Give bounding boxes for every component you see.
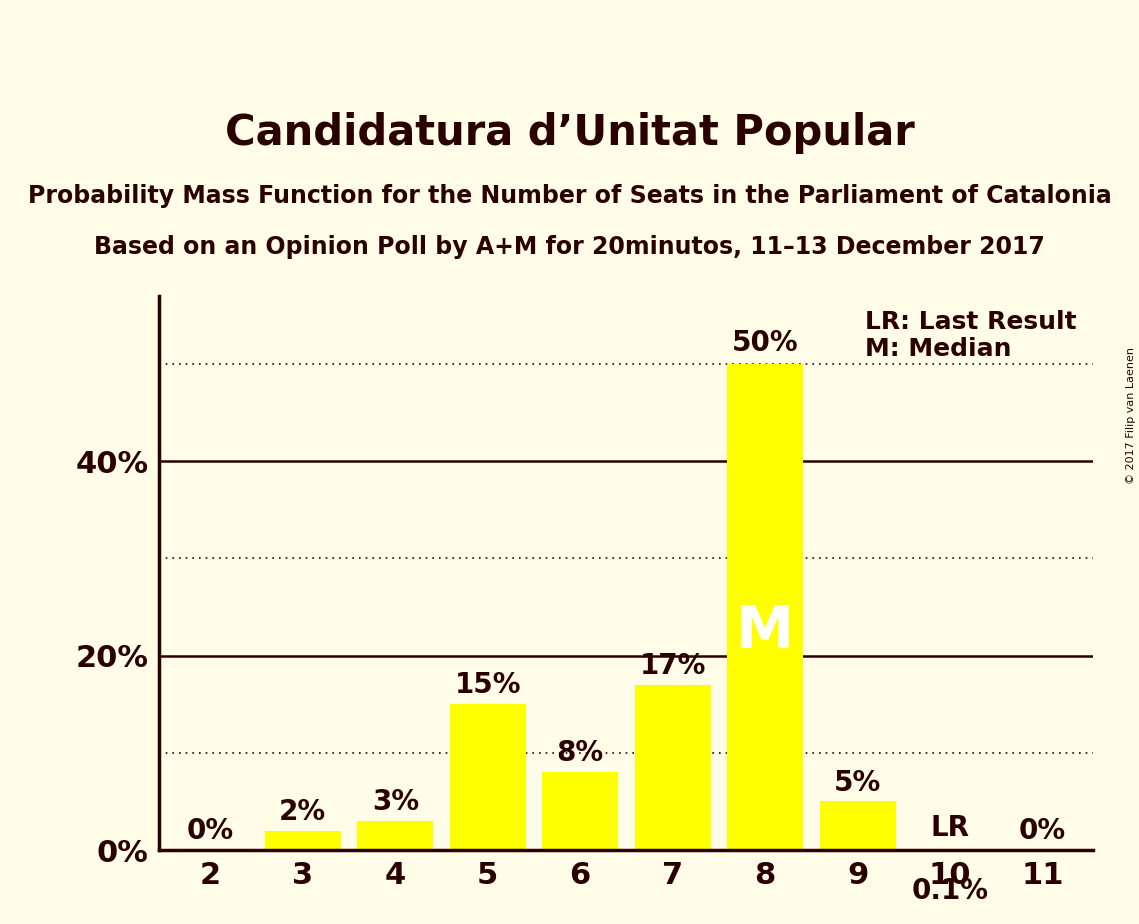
Bar: [542, 772, 618, 850]
Text: Probability Mass Function for the Number of Seats in the Parliament of Catalonia: Probability Mass Function for the Number…: [27, 184, 1112, 208]
Text: 0.1%: 0.1%: [911, 877, 989, 906]
Text: 50%: 50%: [732, 329, 798, 357]
Text: LR: LR: [931, 814, 969, 843]
Bar: [265, 831, 341, 850]
Text: LR: Last Result: LR: Last Result: [865, 310, 1076, 334]
Bar: [634, 685, 711, 850]
Bar: [820, 801, 895, 850]
Text: 0%: 0%: [187, 817, 233, 845]
Text: 3%: 3%: [371, 788, 419, 816]
Text: © 2017 Filip van Laenen: © 2017 Filip van Laenen: [1126, 347, 1136, 484]
Text: 2%: 2%: [279, 797, 327, 826]
Bar: [358, 821, 433, 850]
Text: 5%: 5%: [834, 769, 882, 796]
Text: 8%: 8%: [557, 739, 604, 768]
Text: M: M: [736, 602, 794, 660]
Text: 0%: 0%: [1019, 817, 1066, 845]
Text: M: Median: M: Median: [865, 337, 1011, 361]
Text: 17%: 17%: [639, 651, 706, 680]
Bar: [727, 364, 803, 850]
Text: 15%: 15%: [454, 672, 521, 699]
Bar: [450, 704, 526, 850]
Text: Candidatura d’Unitat Popular: Candidatura d’Unitat Popular: [224, 113, 915, 154]
Bar: [912, 849, 988, 850]
Text: Based on an Opinion Poll by A+M for 20minutos, 11–13 December 2017: Based on an Opinion Poll by A+M for 20mi…: [95, 235, 1044, 259]
